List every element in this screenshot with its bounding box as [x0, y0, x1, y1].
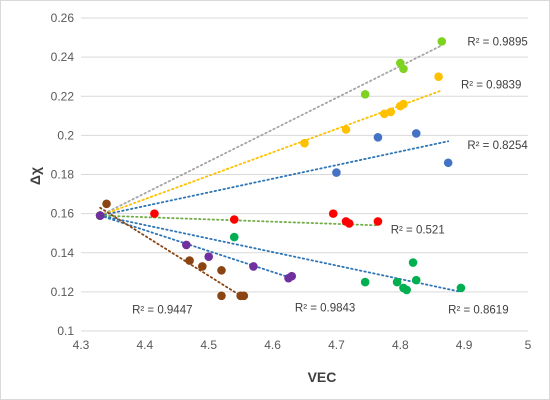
y-tick-label: 0.12: [51, 285, 75, 299]
r-squared-label-series-3: R² = 0.8254: [467, 140, 528, 152]
trendline-series-7: [99, 206, 245, 299]
data-point-series-7: [185, 256, 194, 265]
y-axis-title: Δχ: [27, 167, 43, 185]
y-tick-label: 0.26: [51, 11, 75, 25]
data-point-series-1: [437, 37, 447, 46]
data-point-series-4: [229, 215, 239, 224]
data-points: [95, 37, 466, 301]
trendline-series-6: [99, 214, 293, 280]
r-squared-label-series-6: R² = 0.9843: [295, 303, 355, 315]
data-point-series-3: [332, 168, 341, 177]
data-point-series-3: [373, 133, 383, 142]
data-point-series-4: [328, 209, 338, 218]
data-point-series-5: [229, 232, 239, 242]
data-point-series-2: [386, 107, 396, 117]
data-point-series-1: [360, 89, 370, 99]
x-tick-label: 4.5: [200, 338, 217, 352]
data-point-series-5: [411, 275, 421, 285]
data-point-series-7: [102, 199, 111, 209]
data-point-series-5: [456, 283, 466, 293]
data-point-series-3: [443, 158, 453, 168]
data-point-series-2: [434, 72, 443, 81]
y-tick-label: 0.18: [51, 168, 75, 182]
x-tick-label: 4.9: [456, 338, 473, 352]
data-point-series-1: [399, 64, 408, 74]
data-point-series-6: [95, 211, 105, 220]
x-tick-label: 4.7: [328, 338, 345, 352]
data-point-series-5: [392, 277, 402, 287]
y-tick-label: 0.14: [51, 246, 75, 260]
data-point-series-7: [198, 262, 207, 271]
data-point-series-2: [399, 99, 408, 109]
trendline-series-1: [99, 44, 443, 217]
r-squared-label-series-4: R² = 0.521: [391, 224, 445, 236]
x-tick-label: 4.8: [392, 338, 409, 352]
trendline-series-3: [99, 140, 450, 217]
data-point-series-6: [287, 271, 297, 281]
data-point-series-3: [411, 129, 421, 138]
trendline-series-4: [99, 214, 379, 227]
data-point-series-7: [217, 266, 226, 275]
r-squared-label-series-7: R² = 0.9447: [132, 304, 192, 316]
data-point-series-5: [402, 285, 411, 295]
data-point-series-4: [150, 209, 159, 218]
x-tick-label: 4.4: [137, 338, 154, 352]
data-point-series-6: [249, 262, 258, 271]
y-tick-label: 0.2: [57, 128, 74, 142]
x-tick-label: 4.3: [73, 338, 90, 352]
data-point-series-5: [360, 277, 370, 287]
y-tick-label: 0.16: [51, 207, 75, 221]
r-squared-labels: R² = 0.9895 R² = 0.9839 R² = 0.8254 R² = 0.…: [132, 36, 528, 316]
x-tick-label: 5: [525, 338, 532, 352]
r-squared-label-series-1: R² = 0.9895: [467, 36, 527, 48]
y-tick-label: 0.22: [51, 89, 75, 103]
r-squared-label-series-5: R² = 0.8619: [448, 304, 508, 316]
y-tick-label: 0.1: [57, 324, 74, 338]
trendline-series-5: [99, 214, 462, 293]
tick-labels: 0.1 0.12 0.14 0.16 0.18 0.2 0.22 0.24 0.26 4.3 4.4…: [51, 11, 532, 352]
data-point-series-7: [217, 291, 226, 301]
r-squared-label-series-2: R² = 0.9839: [461, 80, 521, 92]
data-point-series-4: [344, 219, 354, 228]
data-point-series-6: [182, 240, 191, 250]
y-tick-label: 0.24: [51, 50, 75, 64]
data-point-series-4: [373, 217, 383, 226]
trendlines: [99, 44, 462, 299]
x-tick-label: 4.6: [264, 338, 281, 352]
gridlines: [81, 17, 528, 332]
data-point-series-5: [408, 258, 418, 267]
data-point-series-6: [204, 252, 214, 261]
data-point-series-2: [300, 138, 309, 148]
data-point-series-2: [341, 125, 351, 134]
data-point-series-7: [239, 291, 249, 301]
x-axis-title: VEC: [308, 369, 337, 385]
